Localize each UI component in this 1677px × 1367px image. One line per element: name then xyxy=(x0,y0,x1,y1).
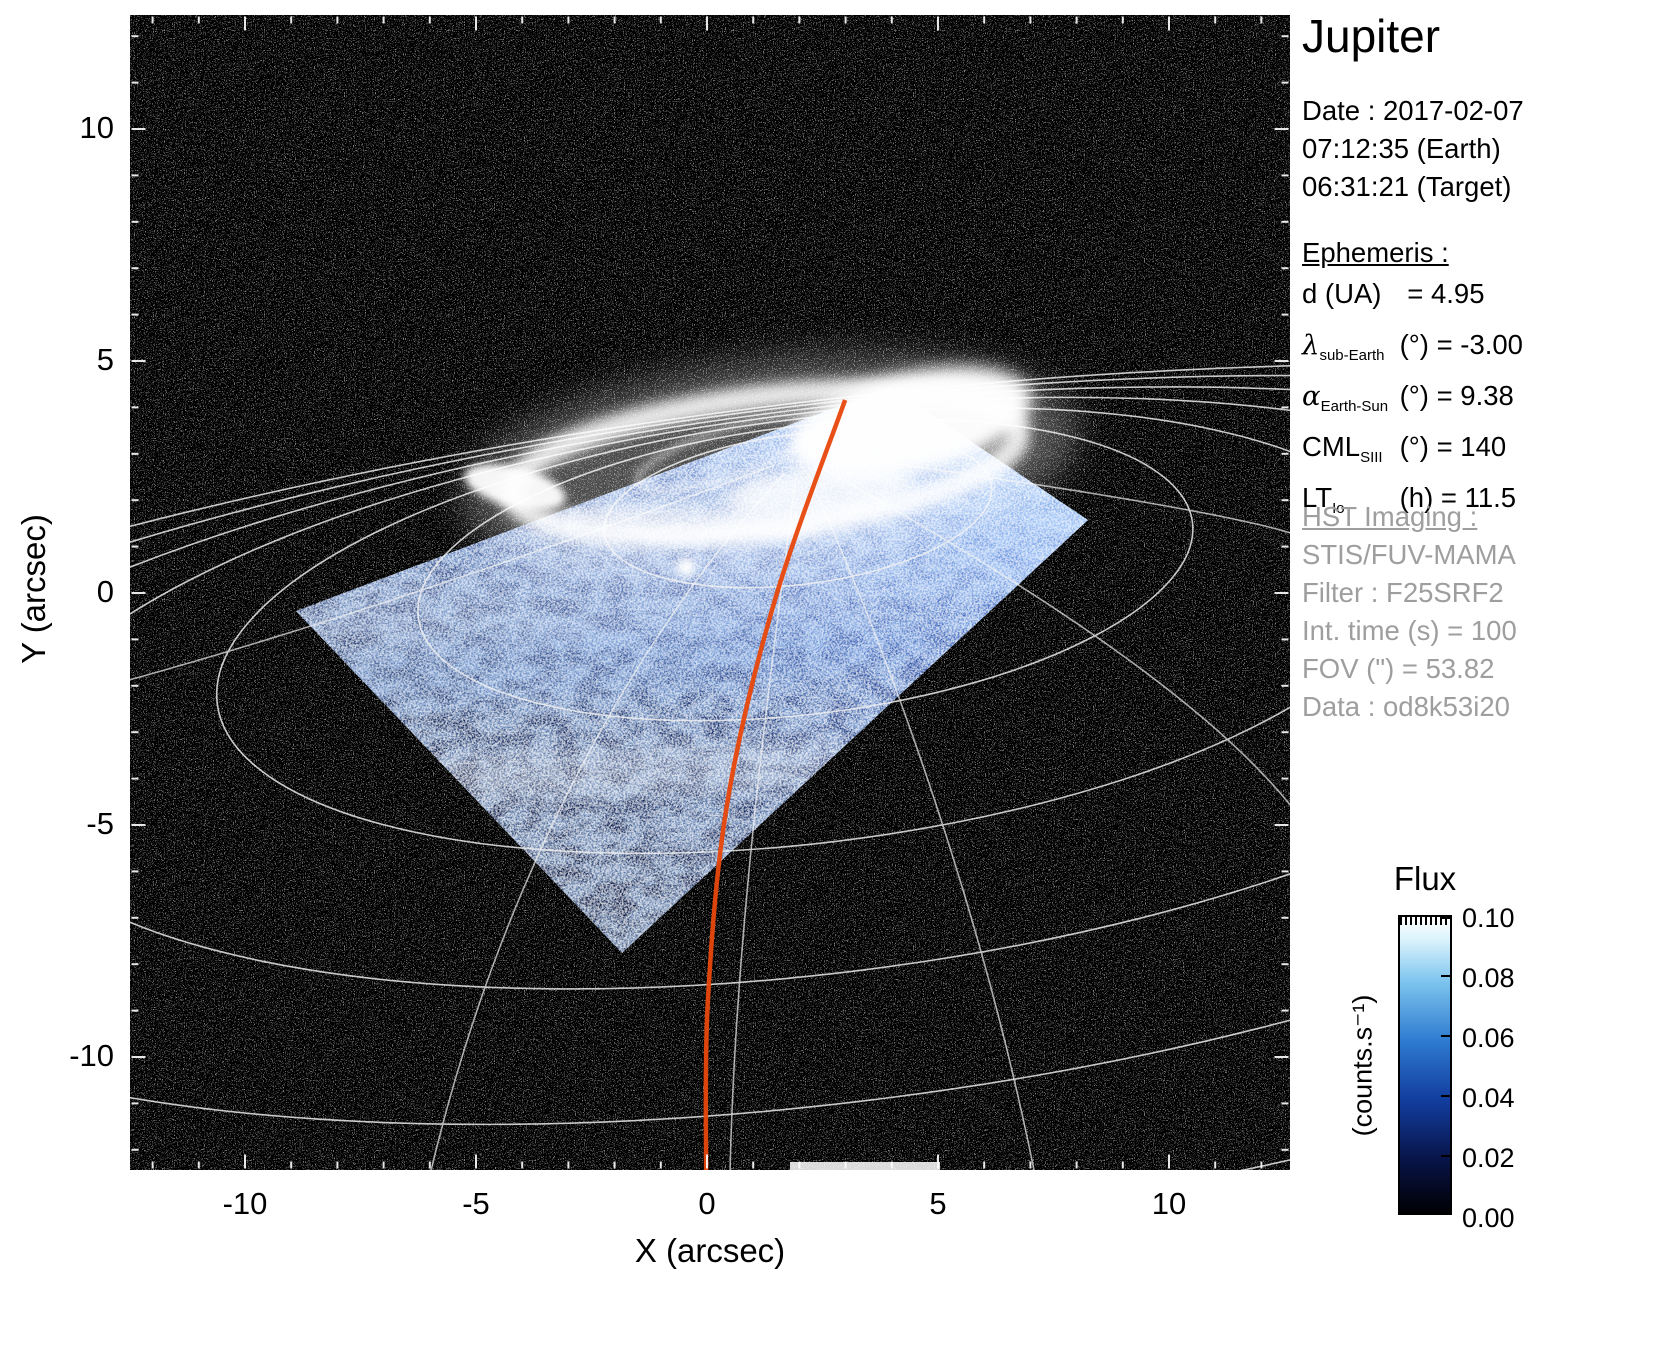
x-tick-label: 10 xyxy=(1151,1186,1187,1221)
io-footprint-spot xyxy=(677,558,695,576)
earth-time: 07:12:35 (Earth) xyxy=(1302,133,1501,164)
flux-minor-tick xyxy=(1405,917,1407,925)
eph-symbol: LT xyxy=(1302,482,1333,513)
y-tick-label: 10 xyxy=(79,110,114,145)
colorbar xyxy=(1398,915,1452,1215)
flux-tick-label: 0.10 xyxy=(1462,903,1515,933)
flux-tick xyxy=(1441,1155,1451,1157)
flux-tick xyxy=(1441,1035,1451,1037)
y-tick-label: 5 xyxy=(96,342,114,377)
flux-tick-label: 0.04 xyxy=(1462,1083,1515,1113)
flux-minor-tick xyxy=(1450,917,1452,925)
page-title: Jupiter xyxy=(1302,10,1441,62)
flux-minor-tick xyxy=(1430,917,1432,925)
ephemeris-row: CMLSIII (°) = 140 xyxy=(1302,427,1523,478)
axis-ticks xyxy=(131,16,1289,1169)
ephemeris-list: d (UA) = 4.95 λsub-Earth (°) = -3.00 αEa… xyxy=(1302,274,1523,529)
flux-minor-tick xyxy=(1425,917,1427,925)
eph-value: (°) = 9.38 xyxy=(1392,380,1514,411)
x-tick-label: 5 xyxy=(929,1186,947,1221)
flux-tick xyxy=(1441,1095,1451,1097)
hst-line: Data : od8k53i20 xyxy=(1302,691,1510,722)
aurora-dusk-spot xyxy=(464,463,566,511)
x-tick-label: -10 xyxy=(222,1186,268,1221)
flux-minor-tick xyxy=(1415,917,1417,925)
flux-tick xyxy=(1441,975,1451,977)
eph-subscript: SIII xyxy=(1360,449,1383,466)
eph-value: (°) = 140 xyxy=(1392,431,1507,462)
eph-symbol: CML xyxy=(1302,431,1361,462)
flux-tick-label: 0.00 xyxy=(1462,1203,1515,1233)
aurora xyxy=(462,354,1078,576)
flux-tick-label: 0.02 xyxy=(1462,1143,1515,1173)
aurora-swirl xyxy=(634,412,822,494)
y-tick-label: -5 xyxy=(86,806,114,841)
y-tick-label: -10 xyxy=(69,1038,114,1073)
flux-tick-label: 0.08 xyxy=(1462,963,1515,993)
y-tick-label: 0 xyxy=(96,574,114,609)
eph-symbol: λ xyxy=(1302,329,1320,361)
hst-imaging-block: HST Imaging : STIS/FUV-MAMA Filter : F25… xyxy=(1302,498,1517,726)
target-time: 06:31:21 (Target) xyxy=(1302,171,1512,202)
hst-line: Filter : F25SRF2 xyxy=(1302,577,1504,608)
date-block: Date : 2017-02-07 07:12:35 (Earth) 06:31… xyxy=(1302,92,1524,206)
eph-subscript: Earth-Sun xyxy=(1320,398,1389,415)
x-tick-label: -5 xyxy=(462,1186,490,1221)
hst-heading: HST Imaging : xyxy=(1302,501,1478,532)
ephemeris-row: αEarth-Sun (°) = 9.38 xyxy=(1302,376,1523,427)
eph-value: (h) = 11.5 xyxy=(1392,482,1517,513)
ephemeris-heading: Ephemeris : xyxy=(1302,237,1449,268)
aurora-main-emission xyxy=(787,366,1033,480)
ephemeris-row: LTIo (h) = 11.5 xyxy=(1302,478,1523,529)
plot-area xyxy=(130,15,1290,1170)
flux-tick-label: 0.06 xyxy=(1462,1023,1515,1053)
eph-subscript: Io xyxy=(1332,500,1345,517)
hst-line: FOV (") = 53.82 xyxy=(1302,653,1495,684)
hst-line: Int. time (s) = 100 xyxy=(1302,615,1517,646)
date-line: Date : 2017-02-07 xyxy=(1302,95,1524,126)
eph-symbol: d (UA) xyxy=(1302,278,1382,309)
x-axis-label: X (arcsec) xyxy=(634,1232,786,1269)
flux-minor-tick xyxy=(1410,917,1412,925)
colorbar-title: Flux xyxy=(1393,860,1457,897)
x-tick-label: 0 xyxy=(698,1186,716,1221)
flux-tick xyxy=(1441,1211,1451,1213)
flux-minor-tick xyxy=(1435,917,1437,925)
bottom-edge-artifact xyxy=(790,1162,940,1170)
flux-minor-tick xyxy=(1445,917,1447,925)
aurora-inner-emission xyxy=(725,463,915,523)
colorbar-unit-label: (counts.s⁻¹) xyxy=(1347,994,1378,1137)
eph-subscript: sub-Earth xyxy=(1319,347,1385,364)
io-footprint-track xyxy=(703,399,848,1170)
flux-minor-tick xyxy=(1420,917,1422,925)
eph-value: (°) = -3.00 xyxy=(1392,329,1523,360)
eph-value: = 4.95 xyxy=(1392,278,1485,309)
hst-line: STIS/FUV-MAMA xyxy=(1302,539,1516,570)
flux-minor-tick xyxy=(1440,917,1442,925)
eph-symbol: α xyxy=(1302,380,1321,412)
ephemeris-row: λsub-Earth (°) = -3.00 xyxy=(1302,325,1523,376)
ephemeris-row: d (UA) = 4.95 xyxy=(1302,274,1523,325)
aurora-lower-arc xyxy=(560,505,820,541)
flux-minor-tick xyxy=(1400,917,1402,925)
